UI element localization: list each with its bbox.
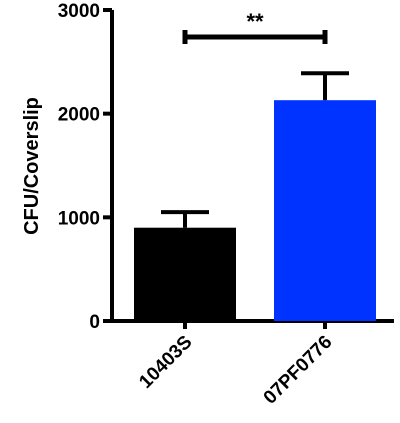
y-tick-label-2000: 2000 [58,105,100,126]
category-labels: 10403S 07PF0776 [135,321,337,409]
significance-annotation: ** [182,9,328,44]
bar-10403S [134,227,236,321]
y-tick-label-0: 0 [89,312,100,333]
y-ticks: 0 1000 2000 3000 [58,1,112,333]
y-axis-label: CFU/Coverslip [21,97,43,235]
bar-07PF0776 [274,100,376,321]
error-bars [161,71,349,228]
category-label-10403S: 10403S [135,332,196,393]
bars [134,100,376,321]
significance-label: ** [246,9,264,34]
y-tick-label-1000: 1000 [58,208,100,229]
y-tick-label-3000: 3000 [58,1,100,22]
category-label-07PF0776: 07PF0776 [260,332,337,409]
